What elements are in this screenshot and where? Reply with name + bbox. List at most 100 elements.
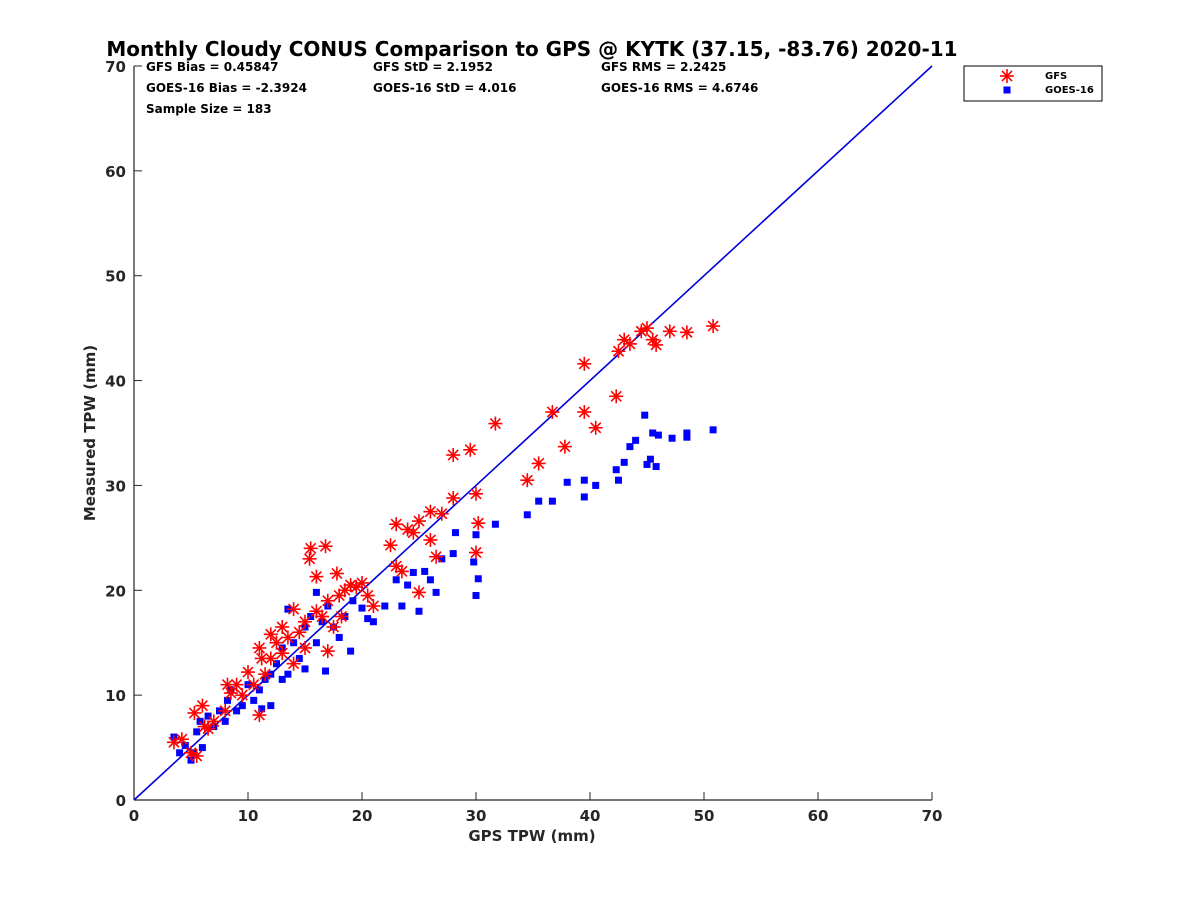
asterisk-stroke (350, 581, 362, 593)
goes-16-point (255, 686, 263, 694)
y-tick-label: 30 (105, 477, 126, 495)
asterisk-stroke (253, 709, 266, 721)
asterisk-stroke (590, 422, 602, 434)
goes-16-point (312, 588, 320, 596)
asterisk-stroke (362, 589, 374, 602)
goes-16-point (592, 481, 600, 489)
goes-16-point (615, 476, 622, 484)
gfs-point (302, 551, 317, 566)
gfs-point (315, 609, 330, 624)
asterisk-stroke (413, 586, 425, 598)
goes-16-point (649, 429, 657, 437)
goes-16-point (668, 434, 676, 442)
goes-16-point (432, 588, 440, 596)
legend-goes-glyph (1003, 86, 1011, 94)
asterisk-stroke (470, 546, 482, 559)
x-tick-label: 40 (580, 807, 601, 825)
goes-16-point (347, 647, 355, 655)
asterisk-stroke (299, 616, 311, 628)
asterisk-stroke (208, 715, 220, 727)
gfs-point (394, 564, 409, 579)
axes (133, 66, 932, 801)
asterisk-stroke (196, 700, 209, 712)
goes-16-point (364, 615, 372, 623)
gfs-point (275, 646, 290, 661)
asterisk-stroke (650, 339, 662, 351)
goes-16-point (369, 618, 377, 626)
legend-gfs-glyph (1000, 69, 1014, 83)
goes-16-point (409, 568, 417, 576)
legend-goes-marker (1003, 86, 1011, 94)
gfs-point (649, 337, 664, 352)
goes-16-point (470, 558, 478, 566)
gfs-point (298, 614, 312, 629)
asterisk-stroke (464, 444, 476, 456)
gfs-point (577, 356, 592, 371)
y-tick-label: 10 (105, 687, 126, 705)
asterisk-stroke (390, 518, 402, 530)
gfs-point (463, 442, 478, 457)
gfs-point (201, 721, 216, 736)
x-tick-label: 60 (808, 807, 829, 825)
asterisk-stroke (305, 542, 317, 554)
asterisk-stroke (430, 551, 442, 563)
gfs-point (326, 619, 341, 634)
gfs-point (195, 698, 210, 713)
gfs-point (471, 516, 486, 531)
gfs-point (349, 580, 364, 595)
legend-gfs-marker (1000, 69, 1014, 83)
legend-box (963, 65, 1103, 102)
goes-16-point (580, 493, 588, 501)
gfs-point (469, 486, 483, 501)
asterisk-stroke (664, 325, 676, 337)
goes-16-point (181, 741, 189, 749)
gfs-point (446, 491, 461, 506)
gfs-point (218, 703, 233, 718)
gfs-point (545, 405, 560, 420)
goes-16-point (295, 654, 303, 662)
asterisk-stroke (407, 527, 419, 539)
gfs-point (229, 677, 244, 692)
gfs-point (246, 677, 261, 692)
stat-goes-bias: GOES-16 Bias = -2.3924 (146, 81, 307, 95)
gfs-point (184, 745, 198, 760)
y-tick-label: 70 (105, 58, 126, 76)
goes-16-point (523, 511, 531, 519)
goes-16-point (652, 463, 660, 471)
asterisk-stroke (225, 687, 237, 699)
asterisk-stroke (578, 358, 590, 370)
goes-16-point (535, 497, 543, 505)
gfs-point (679, 325, 694, 340)
gfs-point (223, 686, 238, 701)
goes-16-point (398, 602, 406, 610)
asterisk-stroke (470, 488, 482, 500)
asterisk-stroke (259, 668, 271, 680)
gfs-point (611, 344, 626, 359)
asterisk-stroke (344, 579, 357, 591)
asterisk-stroke (287, 603, 300, 615)
goes-16-point (449, 550, 457, 558)
goes-16-point (415, 607, 423, 615)
gfs-point (320, 593, 335, 608)
stat-sample-size: Sample Size = 183 (146, 102, 272, 116)
gfs-point (280, 630, 295, 645)
gfs-point (383, 538, 398, 553)
goes-16-point (358, 604, 366, 612)
gfs-point (406, 525, 421, 540)
goes-16-point (451, 529, 459, 537)
asterisk-stroke (202, 723, 214, 735)
asterisk-stroke (401, 523, 414, 536)
goes-16-point (426, 576, 434, 584)
chart-title: Monthly Cloudy CONUS Comparison to GPS @… (106, 37, 957, 61)
goes-16-point (491, 520, 499, 528)
asterisk-stroke (681, 326, 693, 338)
gfs-point (320, 644, 335, 659)
asterisk-stroke (624, 338, 636, 350)
gfs-point (292, 625, 307, 640)
x-tick-label: 20 (352, 807, 373, 825)
asterisk-stroke (303, 553, 316, 565)
goes-16-point (641, 411, 649, 419)
goes-16-point (198, 744, 206, 752)
goes-16-point (233, 707, 241, 715)
